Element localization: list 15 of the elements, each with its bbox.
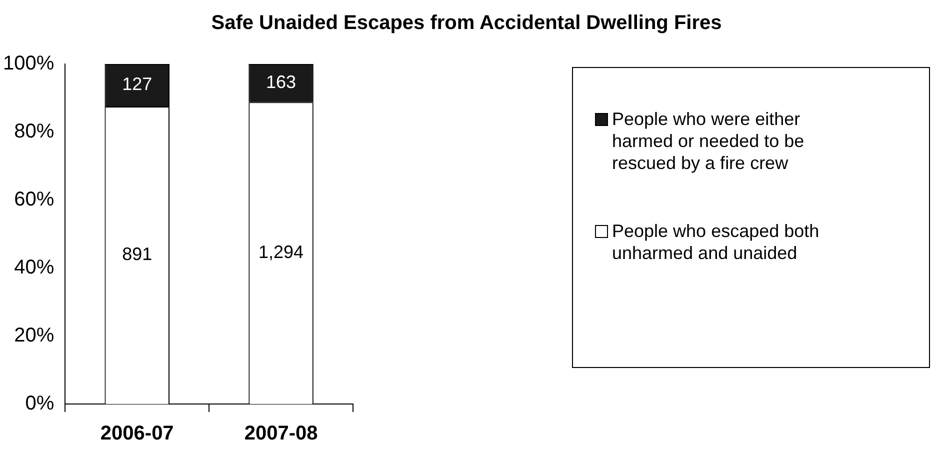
y-tick-label: 0% [25,392,54,415]
x-tick-label: 2006-07 [100,422,174,445]
annotation: 163 [266,72,296,92]
y-tick-label: 60% [14,188,54,211]
y-tick-label: 20% [14,324,54,347]
annotation: 127 [122,74,152,94]
text: People who escaped both unharmed and unaided [612,220,820,264]
annotation: 1,294 [258,242,304,262]
y-tick-label: 80% [14,120,54,143]
text: Safe Unaided Escapes from Accidental Dwelling Fires [210,12,723,35]
y-tick-label: 40% [14,256,54,279]
legend-label: People who were either harmed or needed to be rescued by a fire crew [612,108,806,174]
x-tick-label: 2007-08 [244,422,318,445]
y-tick-label: 100% [2,52,54,75]
annotation: 891 [122,244,152,264]
